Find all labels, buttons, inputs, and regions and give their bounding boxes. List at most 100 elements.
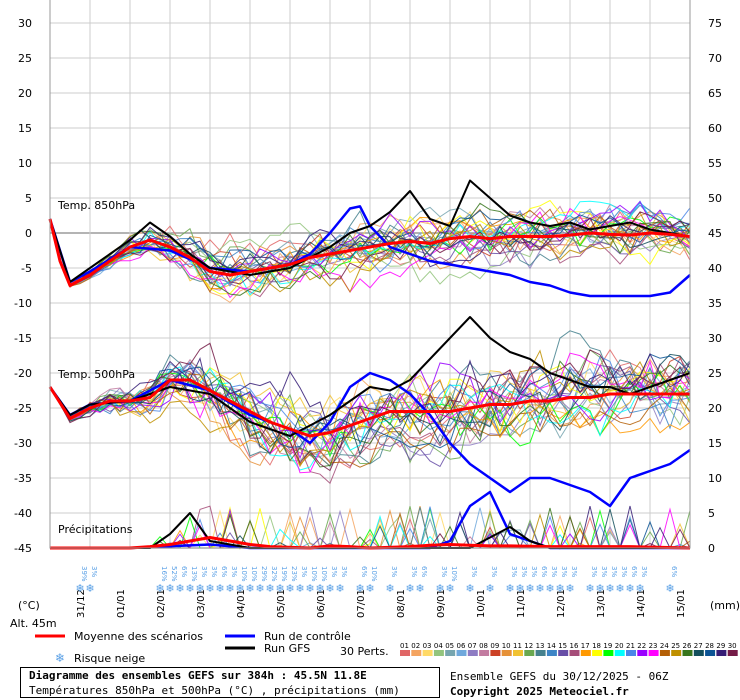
- member-color-swatch: [422, 650, 433, 656]
- snowflake-icon: ❄: [615, 582, 624, 595]
- right-tick-label: 35: [708, 297, 722, 310]
- member-color-swatch: [490, 650, 501, 656]
- snowflake-icon: ❄: [665, 582, 674, 595]
- right-tick-label: 5: [708, 507, 715, 520]
- member-line: [49, 211, 691, 293]
- member-color-swatch: [659, 650, 670, 656]
- member-number: 20: [615, 642, 624, 650]
- snowflake-icon: ❄: [295, 582, 304, 595]
- snow-risk-pct: 3%: [510, 566, 518, 577]
- right-tick-label: 65: [708, 87, 722, 100]
- snow-risk-pct: 6%: [540, 566, 548, 577]
- legend-mean-label: Moyenne des scénarios: [74, 630, 203, 643]
- snow-risk-pct: 6%: [420, 566, 428, 577]
- snow-risk-pct: 6%: [630, 566, 638, 577]
- snowflake-icon: ❄: [505, 582, 514, 595]
- snowflake-icon: ❄: [565, 582, 574, 595]
- member-number: 30: [728, 642, 737, 650]
- snow-risk-pct: 3%: [530, 566, 538, 577]
- snow-risk-pct: 3%: [640, 566, 648, 577]
- snow-risk-pct: 10%: [370, 566, 378, 582]
- y-unit-left: (°C): [18, 599, 40, 612]
- member-line: [49, 342, 691, 472]
- snow-risk-pct: 3%: [490, 566, 498, 577]
- snowflake-icon: ❄: [265, 582, 274, 595]
- snow-risk-pct: 6%: [220, 566, 228, 577]
- member-number: 15: [558, 642, 567, 650]
- footer-subtitle: Températures 850hPa et 500hPa (°C) , pré…: [29, 684, 400, 697]
- left-tick-label: 20: [18, 87, 32, 100]
- member-line: [49, 361, 691, 437]
- left-tick-label: 10: [18, 157, 32, 170]
- member-color-swatch: [501, 650, 512, 656]
- member-number: 09: [490, 642, 499, 650]
- snow-risk-pct: 29%: [260, 566, 268, 582]
- member-number: 23: [649, 642, 658, 650]
- snow-risk-pct: 10%: [250, 566, 258, 582]
- mean-line: [48, 218, 691, 287]
- member-number: 24: [660, 642, 669, 650]
- member-number: 25: [671, 642, 680, 650]
- plot-frame: [49, 0, 691, 549]
- member-number: 14: [547, 642, 556, 650]
- left-tick-label: 15: [18, 122, 32, 135]
- snow-risk-pct: 6%: [180, 566, 188, 577]
- mean-line: [48, 378, 690, 438]
- right-tick-label: 0: [708, 542, 715, 555]
- member-color-swatch: [411, 650, 422, 656]
- member-color-swatch: [705, 650, 716, 656]
- snowflake-icon: ❄: [305, 582, 314, 595]
- snow-risk-pct: 3%: [590, 566, 598, 577]
- member-line: [49, 218, 691, 286]
- right-tick-label: 55: [708, 157, 722, 170]
- snow-risk-pct: 3%: [390, 566, 398, 577]
- right-tick-label: 10: [708, 472, 722, 485]
- member-color-swatch: [467, 650, 478, 656]
- right-tick-label: 20: [708, 402, 722, 415]
- member-number: 03: [423, 642, 432, 650]
- member-color-swatch: [580, 650, 591, 656]
- snow-risk-pct: 10%: [240, 566, 248, 582]
- snowflake-icon: ❄: [205, 582, 214, 595]
- member-color-swatch: [558, 650, 569, 656]
- snowflake-icon: ❄: [585, 582, 594, 595]
- snowflake-icon: ❄: [515, 582, 524, 595]
- date-label: 11/01: [516, 589, 527, 618]
- snowflake-icon: ❄: [605, 582, 614, 595]
- member-line: [49, 209, 691, 286]
- legend-snow-label: Risque neige: [74, 652, 145, 665]
- snow-risk-pct: 3%: [440, 566, 448, 577]
- member-color-swatch: [592, 650, 603, 656]
- member-color-swatch: [445, 650, 456, 656]
- member-number: 27: [694, 642, 703, 650]
- legend-perts-label: 30 Perts.: [340, 645, 389, 658]
- snow-risk-pct: 52%: [170, 566, 178, 582]
- member-line: [49, 200, 691, 296]
- member-line: [49, 366, 691, 471]
- snow-risk-pct: 3%: [470, 566, 478, 577]
- footer-title: Diagramme des ensembles GEFS sur 384h : …: [29, 669, 367, 682]
- snowflake-icon: ❄: [195, 582, 204, 595]
- snowflake-icon: ❄: [485, 582, 494, 595]
- snow-risk-pct: 3%: [230, 566, 238, 577]
- snowflake-icon: ❄: [325, 582, 334, 595]
- snowflake-icon: ❄: [405, 582, 414, 595]
- snowflake-icon: ❄: [415, 582, 424, 595]
- member-number: 05: [445, 642, 454, 650]
- member-color-swatch: [569, 650, 580, 656]
- member-line: [49, 209, 691, 292]
- right-tick-label: 60: [708, 122, 722, 135]
- left-tick-label: -20: [14, 367, 32, 380]
- member-number: 22: [637, 642, 646, 650]
- snowflake-icon: ❄: [525, 582, 534, 595]
- snowflake-icon: ❄: [545, 582, 554, 595]
- date-label: 12/01: [556, 589, 567, 618]
- chart-axes: 302520151050-5-10-15-20-25-30-35-40-4575…: [14, 0, 740, 618]
- left-tick-label: -45: [14, 542, 32, 555]
- right-tick-label: 15: [708, 437, 722, 450]
- snow-risk-pct: 3%: [600, 566, 608, 577]
- right-tick-label: 45: [708, 227, 722, 240]
- member-color-swatch: [479, 650, 490, 656]
- member-color-swatch: [603, 650, 614, 656]
